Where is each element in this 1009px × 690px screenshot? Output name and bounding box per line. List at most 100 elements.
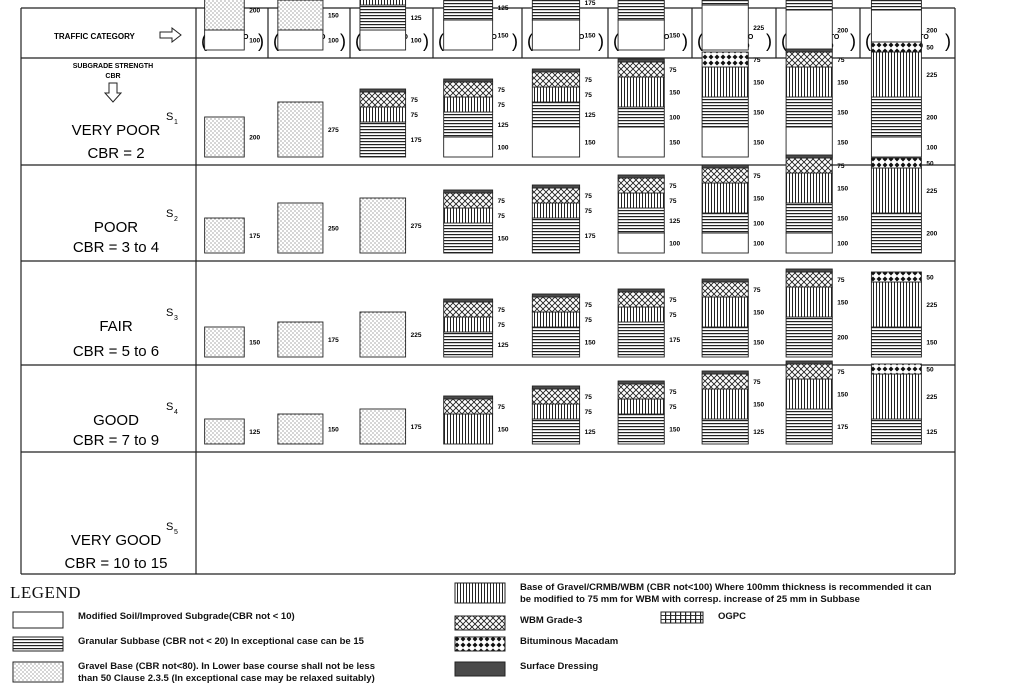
layer-wbm bbox=[701, 167, 749, 184]
layer-thickness-label: 100 bbox=[328, 38, 339, 45]
layer-gsb bbox=[870, 212, 922, 254]
layer-gsb bbox=[785, 316, 833, 358]
layer-ms bbox=[277, 29, 324, 51]
paren-left: ( bbox=[613, 31, 619, 51]
legend-item-ms: Modified Soil/Improved Subgrade(CBR not … bbox=[12, 611, 478, 629]
pavement-section: 250 bbox=[277, 202, 339, 254]
layer-gb bbox=[359, 311, 407, 358]
paren-left: ( bbox=[781, 31, 787, 51]
layer-gb bbox=[204, 326, 245, 358]
layer-thickness-label: 150 bbox=[669, 427, 680, 434]
layer-gsb bbox=[701, 418, 749, 445]
layer-sd bbox=[785, 268, 833, 273]
layer-thickness-label: 75 bbox=[498, 198, 506, 205]
pavement-section: 125 150 75 bbox=[701, 370, 765, 445]
layer-thickness-label: 75 bbox=[837, 277, 845, 284]
subgrade-row-2: S 2 POOR CBR = 3 to 4 bbox=[73, 208, 178, 256]
layer-wbm bbox=[701, 281, 749, 298]
layer-wbm bbox=[785, 271, 833, 288]
layer-thickness-label: 100 bbox=[753, 241, 764, 248]
layer-thickness-label: 175 bbox=[585, 233, 596, 240]
layer-thickness-label: 150 bbox=[498, 33, 509, 40]
legend-item-bm: Bituminous Macadam bbox=[454, 636, 710, 652]
layer-bm bbox=[701, 51, 749, 68]
pavement-section: 125 75 75 bbox=[531, 385, 596, 445]
subgrade-cbr: CBR = 2 bbox=[87, 145, 144, 162]
layer-thickness-label: 100 bbox=[753, 221, 764, 228]
layer-wbm bbox=[531, 296, 581, 313]
layer-thickness-label: 100 bbox=[669, 115, 680, 122]
legend-text: Base of Gravel/CRMB/WBM (CBR not<100) Wh… bbox=[520, 582, 932, 605]
layer-wbm bbox=[443, 301, 494, 318]
subgrade-name: POOR bbox=[94, 219, 138, 236]
subgrade-cbr: CBR = 5 to 6 bbox=[73, 343, 159, 360]
layer-thickness-label: 150 bbox=[837, 300, 848, 307]
paren-left: ( bbox=[697, 31, 703, 51]
layer-thickness-label: 50 bbox=[926, 161, 934, 168]
paren-left: ( bbox=[273, 31, 279, 51]
layer-base bbox=[443, 207, 494, 224]
layer-thickness-label: 200 bbox=[837, 335, 848, 342]
subgrade-strength-label: CBR bbox=[105, 73, 120, 80]
layer-wbm bbox=[617, 177, 665, 194]
layer-wbm bbox=[701, 373, 749, 390]
layer-thickness-label: 225 bbox=[753, 25, 764, 32]
layer-base bbox=[531, 202, 581, 219]
layer-gb bbox=[204, 217, 245, 254]
layer-base bbox=[785, 66, 833, 98]
paren-right: ) bbox=[850, 31, 856, 51]
subgrade-code-subscript: 5 bbox=[174, 529, 178, 536]
layer-gsb bbox=[359, 121, 407, 158]
layer-thickness-label: 150 bbox=[753, 340, 764, 347]
legend-title: LEGEND bbox=[10, 583, 81, 602]
layer-gsb bbox=[785, 202, 833, 234]
layer-thickness-label: 150 bbox=[926, 340, 937, 347]
layer-thickness-label: 75 bbox=[585, 77, 593, 84]
layer-thickness-label: 75 bbox=[669, 312, 677, 319]
legend-text: Gravel Base (CBR not<80). In Lower base … bbox=[78, 661, 375, 684]
paren-right: ) bbox=[340, 31, 346, 51]
layer-gsb bbox=[531, 418, 581, 445]
layer-thickness-label: 125 bbox=[753, 429, 764, 436]
layer-thickness-label: 125 bbox=[249, 429, 260, 436]
layer-thickness-label: 150 bbox=[837, 392, 848, 399]
layer-thickness-label: 75 bbox=[669, 404, 677, 411]
layer-base bbox=[359, 0, 407, 6]
layer-thickness-label: 150 bbox=[837, 140, 848, 147]
layer-sd bbox=[701, 370, 749, 375]
paren-right: ) bbox=[423, 31, 429, 51]
layer-wbm bbox=[617, 291, 665, 308]
layer-gsb bbox=[870, 0, 922, 11]
layer-thickness-label: 100 bbox=[837, 241, 848, 248]
table-grid bbox=[20, 7, 956, 575]
layer-ms bbox=[359, 29, 407, 51]
layer-base bbox=[443, 316, 494, 333]
layer-thickness-label: 125 bbox=[498, 342, 509, 349]
layer-thickness-label: 225 bbox=[411, 332, 422, 339]
layer-gsb bbox=[443, 222, 494, 254]
layer-thickness-label: 75 bbox=[837, 163, 845, 170]
pavement-section: 150 150 150 75 bbox=[701, 51, 765, 158]
layer-gb bbox=[277, 413, 324, 445]
layer-thickness-label: 75 bbox=[585, 92, 593, 99]
layer-thickness-label: 75 bbox=[753, 173, 761, 180]
paren-left: ( bbox=[865, 31, 871, 51]
layer-thickness-label: 150 bbox=[585, 33, 596, 40]
pavement-section: 225 bbox=[359, 311, 422, 358]
layer-gsb bbox=[701, 0, 749, 6]
layer-gsb bbox=[617, 413, 665, 445]
layer-base bbox=[359, 106, 407, 123]
layer-base bbox=[870, 167, 922, 214]
legend-swatch bbox=[454, 661, 506, 677]
subgrade-code: S bbox=[166, 208, 173, 220]
layer-ms bbox=[617, 19, 665, 51]
layer-thickness-label: 75 bbox=[753, 57, 761, 64]
legend-text: Bituminous Macadam bbox=[520, 636, 619, 647]
layer-thickness-label: 100 bbox=[926, 145, 937, 152]
layer-thickness-label: 150 bbox=[753, 140, 764, 147]
layer-thickness-label: 75 bbox=[411, 112, 419, 119]
layer-ms bbox=[204, 29, 245, 51]
